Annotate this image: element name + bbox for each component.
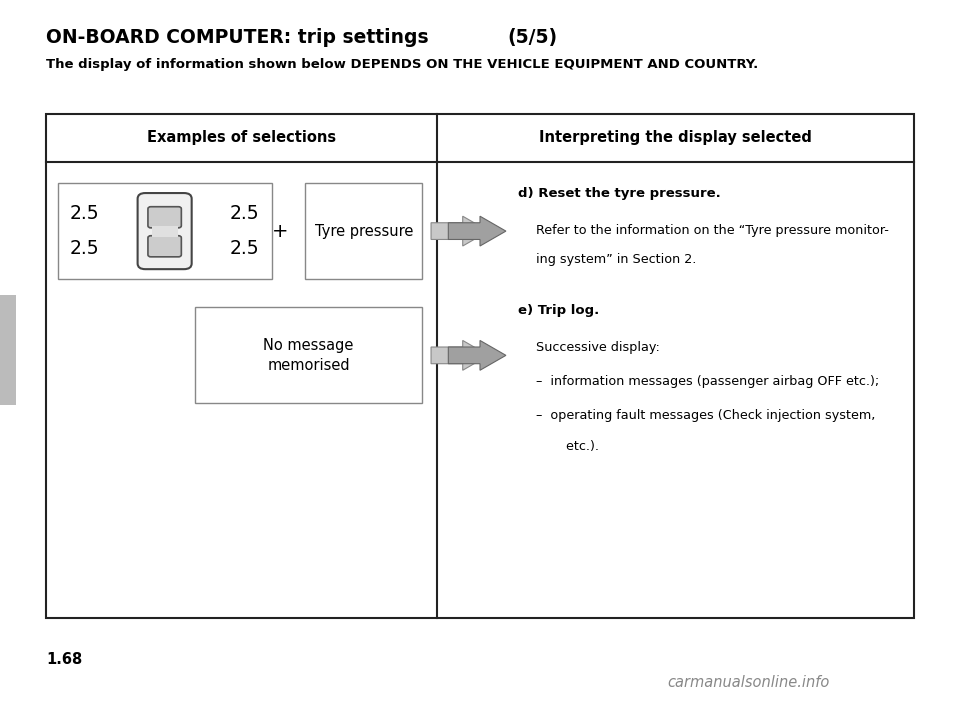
Bar	[58, 183, 272, 279]
Text: ON-BOARD COMPUTER: trip settings: ON-BOARD COMPUTER: trip settings	[46, 28, 435, 48]
Polygon shape	[448, 340, 506, 371]
FancyBboxPatch shape	[139, 199, 152, 215]
Text: carmanualsonline.info: carmanualsonline.info	[667, 675, 829, 690]
FancyBboxPatch shape	[178, 247, 190, 263]
Polygon shape	[448, 216, 506, 246]
Bar	[152, 226, 178, 236]
Text: +: +	[272, 222, 288, 241]
Text: 2.5: 2.5	[70, 204, 99, 223]
Text: –  information messages (passenger airbag OFF etc.);: – information messages (passenger airbag…	[536, 375, 879, 388]
Polygon shape	[431, 216, 489, 246]
FancyBboxPatch shape	[178, 199, 190, 215]
Text: ing system” in Section 2.: ing system” in Section 2.	[536, 253, 696, 266]
Text: 2.5: 2.5	[230, 239, 259, 258]
Polygon shape	[431, 340, 489, 371]
Bar	[195, 307, 422, 403]
Text: (5/5): (5/5)	[507, 28, 557, 48]
Text: No message
memorised: No message memorised	[263, 338, 354, 373]
Text: –  operating fault messages (Check injection system,: – operating fault messages (Check inject…	[536, 409, 876, 422]
FancyBboxPatch shape	[148, 207, 181, 228]
Text: 2.5: 2.5	[70, 239, 99, 258]
FancyBboxPatch shape	[148, 236, 181, 257]
Text: Examples of selections: Examples of selections	[147, 130, 336, 146]
Text: Successive display:: Successive display:	[536, 341, 660, 354]
FancyBboxPatch shape	[137, 193, 192, 269]
Text: The display of information shown below DEPENDS ON THE VEHICLE EQUIPMENT AND COUN: The display of information shown below D…	[46, 58, 758, 71]
Bar	[0, 295, 16, 405]
Bar	[46, 114, 914, 618]
Text: Interpreting the display selected: Interpreting the display selected	[539, 130, 812, 146]
Text: Refer to the information on the “Tyre pressure monitor-: Refer to the information on the “Tyre pr…	[536, 224, 889, 236]
Text: 1.68: 1.68	[46, 652, 83, 667]
Bar	[305, 183, 422, 279]
Text: e) Trip log.: e) Trip log.	[518, 304, 600, 317]
Text: Tyre pressure: Tyre pressure	[315, 224, 413, 239]
Text: etc.).: etc.).	[550, 440, 599, 453]
Text: 2.5: 2.5	[230, 204, 259, 223]
FancyBboxPatch shape	[139, 247, 152, 263]
Text: d) Reset the tyre pressure.: d) Reset the tyre pressure.	[518, 187, 721, 200]
